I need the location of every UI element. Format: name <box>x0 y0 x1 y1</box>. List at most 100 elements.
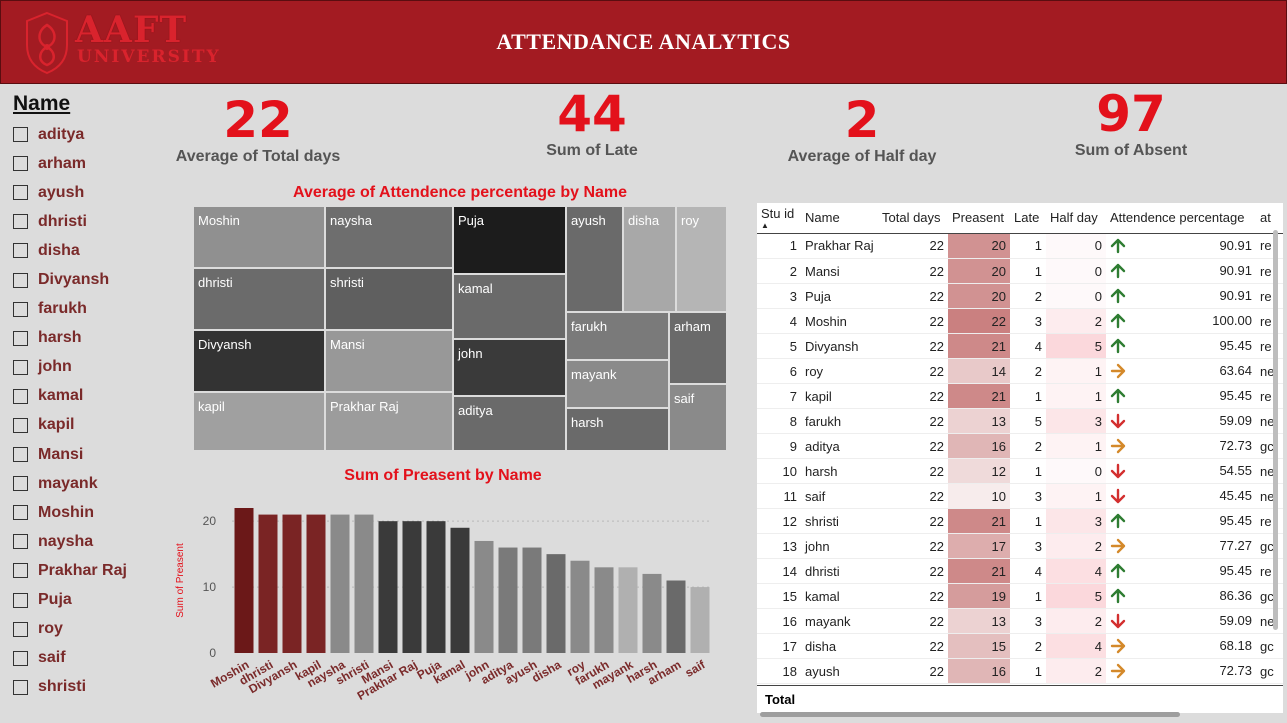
slicer-item[interactable]: saif <box>13 644 163 673</box>
slicer-checkbox[interactable] <box>13 592 28 608</box>
slicer-checkbox[interactable] <box>13 563 28 579</box>
slicer-item[interactable]: aditya <box>13 120 163 149</box>
table-row[interactable]: 7 kapil 22 21 1 1 95.45 re <box>757 383 1283 409</box>
table-horizontal-scrollbar[interactable] <box>760 712 1180 717</box>
table-row[interactable]: 12 shristi 22 21 1 3 95.45 re <box>757 508 1283 534</box>
slicer-checkbox[interactable] <box>13 621 28 637</box>
treemap-tile[interactable]: roy <box>676 206 727 312</box>
treemap-tile[interactable]: Prakhar Raj <box>325 392 453 451</box>
slicer-item[interactable]: dhristi <box>13 207 163 236</box>
slicer-item-label: naysha <box>38 532 94 550</box>
slicer-checkbox[interactable] <box>13 272 28 288</box>
treemap-tile[interactable]: Mansi <box>325 330 453 392</box>
treemap-tile[interactable]: Divyansh <box>193 330 325 392</box>
slicer-item[interactable]: Puja <box>13 586 163 615</box>
table-row[interactable]: 11 saif 22 10 3 1 45.45 ne <box>757 483 1283 509</box>
column-header[interactable]: Attendence percentage <box>1106 203 1256 234</box>
column-header[interactable]: Total days <box>878 203 948 234</box>
bar <box>690 587 710 653</box>
slicer-checkbox[interactable] <box>13 330 28 346</box>
table-row[interactable]: 4 Moshin 22 22 3 2 100.00 re <box>757 308 1283 334</box>
slicer-item[interactable]: naysha <box>13 527 163 556</box>
table-row[interactable]: 10 harsh 22 12 1 0 54.55 ne <box>757 458 1283 484</box>
treemap-tile[interactable]: kamal <box>453 274 566 339</box>
table-row[interactable]: 5 Divyansh 22 21 4 5 95.45 re <box>757 333 1283 359</box>
column-header[interactable]: Preasent <box>948 203 1010 234</box>
slicer-item[interactable]: mayank <box>13 469 163 498</box>
treemap-tile[interactable]: mayank <box>566 360 669 408</box>
treemap-tile[interactable]: kapil <box>193 392 325 451</box>
slicer-item[interactable]: farukh <box>13 295 163 324</box>
column-header[interactable]: Half day <box>1046 203 1106 234</box>
slicer-checkbox[interactable] <box>13 243 28 259</box>
slicer-item[interactable]: ayush <box>13 178 163 207</box>
slicer-checkbox[interactable] <box>13 417 28 433</box>
table-row[interactable]: 1 Prakhar Raj 22 20 1 0 90.91 re <box>757 233 1283 259</box>
table-vertical-scrollbar[interactable] <box>1273 230 1278 630</box>
table-cell: 1 <box>1046 433 1106 459</box>
treemap-tile[interactable]: harsh <box>566 408 669 451</box>
table-row[interactable]: 8 farukh 22 13 5 3 59.09 ne <box>757 408 1283 434</box>
treemap-tile[interactable]: aditya <box>453 396 566 451</box>
table-row[interactable]: 14 dhristi 22 21 4 4 95.45 re <box>757 558 1283 584</box>
table-row[interactable]: 18 ayush 22 16 1 2 72.73 gc <box>757 658 1283 684</box>
slicer-item[interactable]: Divyansh <box>13 265 163 294</box>
slicer-checkbox[interactable] <box>13 505 28 521</box>
slicer-item[interactable]: john <box>13 353 163 382</box>
slicer-item[interactable]: Mansi <box>13 440 163 469</box>
treemap-tile[interactable]: arham <box>669 312 727 384</box>
table-row[interactable]: 13 john 22 17 3 2 77.27 gc <box>757 533 1283 559</box>
kpi-value: 22 <box>223 91 293 149</box>
slicer-checkbox[interactable] <box>13 679 28 695</box>
treemap-tile[interactable]: ayush <box>566 206 623 312</box>
table-cell: dhristi <box>801 558 878 584</box>
percentage-value: 90.91 <box>1219 263 1252 278</box>
table-row[interactable]: 3 Puja 22 20 2 0 90.91 re <box>757 283 1283 309</box>
percentage-value: 95.45 <box>1219 513 1252 528</box>
slicer-checkbox[interactable] <box>13 650 28 666</box>
slicer-item-label: roy <box>38 620 63 638</box>
slicer-item[interactable]: arham <box>13 149 163 178</box>
slicer-checkbox[interactable] <box>13 476 28 492</box>
arrow-up-icon <box>1110 388 1126 403</box>
slicer-checkbox[interactable] <box>13 214 28 230</box>
column-header[interactable]: Name <box>801 203 878 234</box>
slicer-checkbox[interactable] <box>13 301 28 317</box>
table-row[interactable]: 16 mayank 22 13 3 2 59.09 ne <box>757 608 1283 634</box>
slicer-checkbox[interactable] <box>13 156 28 172</box>
slicer-item[interactable]: disha <box>13 236 163 265</box>
table-row[interactable]: 17 disha 22 15 2 4 68.18 gc <box>757 633 1283 659</box>
slicer-item[interactable]: shristi <box>13 673 163 702</box>
column-header[interactable]: at <box>1256 203 1283 234</box>
column-header[interactable]: Stu id ▲ <box>757 203 801 234</box>
treemap-tile[interactable]: dhristi <box>193 268 325 330</box>
table-row[interactable]: 9 aditya 22 16 2 1 72.73 gc <box>757 433 1283 459</box>
slicer-item[interactable]: kamal <box>13 382 163 411</box>
treemap-tile[interactable]: saif <box>669 384 727 451</box>
treemap-tile[interactable]: naysha <box>325 206 453 268</box>
slicer-checkbox[interactable] <box>13 388 28 404</box>
slicer-checkbox[interactable] <box>13 359 28 375</box>
slicer-item[interactable]: roy <box>13 615 163 644</box>
treemap-tile[interactable]: Moshin <box>193 206 325 268</box>
slicer-checkbox[interactable] <box>13 185 28 201</box>
slicer-item[interactable]: harsh <box>13 324 163 353</box>
table-cell: 1 <box>1010 583 1046 609</box>
table-row[interactable]: 6 roy 22 14 2 1 63.64 ne <box>757 358 1283 384</box>
slicer-item[interactable]: Prakhar Raj <box>13 556 163 585</box>
slicer-checkbox[interactable] <box>13 447 28 463</box>
slicer-item[interactable]: Moshin <box>13 498 163 527</box>
treemap-tile[interactable]: john <box>453 339 566 396</box>
slicer-checkbox[interactable] <box>13 127 28 143</box>
slicer-item[interactable]: kapil <box>13 411 163 440</box>
treemap-tile[interactable]: disha <box>623 206 676 312</box>
table-row[interactable]: 15 kamal 22 19 1 5 86.36 gc <box>757 583 1283 609</box>
treemap-tile[interactable]: farukh <box>566 312 669 360</box>
treemap-tile[interactable]: Puja <box>453 206 566 274</box>
slicer-checkbox[interactable] <box>13 534 28 550</box>
table-row[interactable]: 2 Mansi 22 20 1 0 90.91 re <box>757 258 1283 284</box>
treemap-tile[interactable]: shristi <box>325 268 453 330</box>
attendance-treemap[interactable]: Moshin dhristi Divyansh kapil naysha shristi M… <box>193 206 727 451</box>
column-header[interactable]: Late <box>1010 203 1046 234</box>
